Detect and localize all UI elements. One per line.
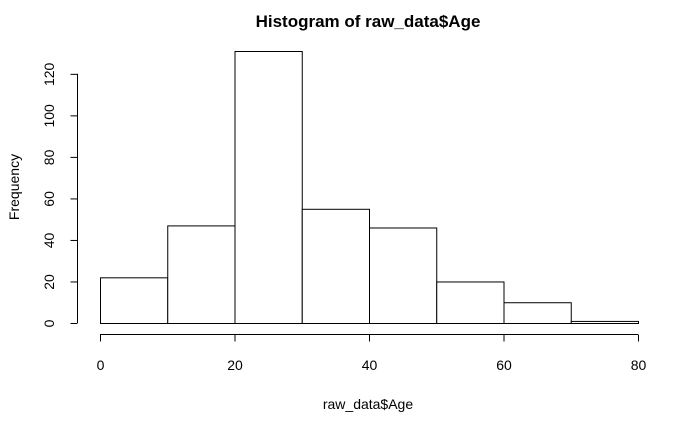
y-tick-label-100: 100 <box>41 104 57 128</box>
y-tick-label-80: 80 <box>41 149 57 165</box>
histogram-bar-0-10 <box>100 277 169 325</box>
y-tick-label-40: 40 <box>41 232 57 248</box>
histogram-bar-40-50 <box>369 227 438 325</box>
x-tick-label-20: 20 <box>227 357 243 373</box>
x-axis-label: raw_data$Age <box>323 396 414 412</box>
x-tick-label-0: 0 <box>97 357 105 373</box>
x-tick-label-40: 40 <box>362 357 378 373</box>
histogram-bar-10-20 <box>167 225 236 324</box>
bars-group <box>100 51 639 325</box>
y-tick-label-120: 120 <box>41 62 57 86</box>
chart-title: Histogram of raw_data$Age <box>256 12 481 31</box>
y-tick-label-0: 0 <box>41 319 57 327</box>
x-tick-label-80: 80 <box>631 357 647 373</box>
y-tick-label-20: 20 <box>41 274 57 290</box>
histogram-bar-50-60 <box>436 281 505 325</box>
histogram-bar-60-70 <box>503 302 572 324</box>
y-tick-label-60: 60 <box>41 191 57 207</box>
histogram-bar-20-30 <box>234 51 303 324</box>
y-axis-label: Frequency <box>6 154 22 220</box>
x-axis: 0 20 40 60 80 <box>97 334 647 373</box>
histogram-bar-70-80 <box>570 320 639 325</box>
histogram-bar-30-40 <box>301 208 370 324</box>
x-tick-label-60: 60 <box>496 357 512 373</box>
y-axis: 0 20 40 60 80 100 120 <box>41 62 78 327</box>
